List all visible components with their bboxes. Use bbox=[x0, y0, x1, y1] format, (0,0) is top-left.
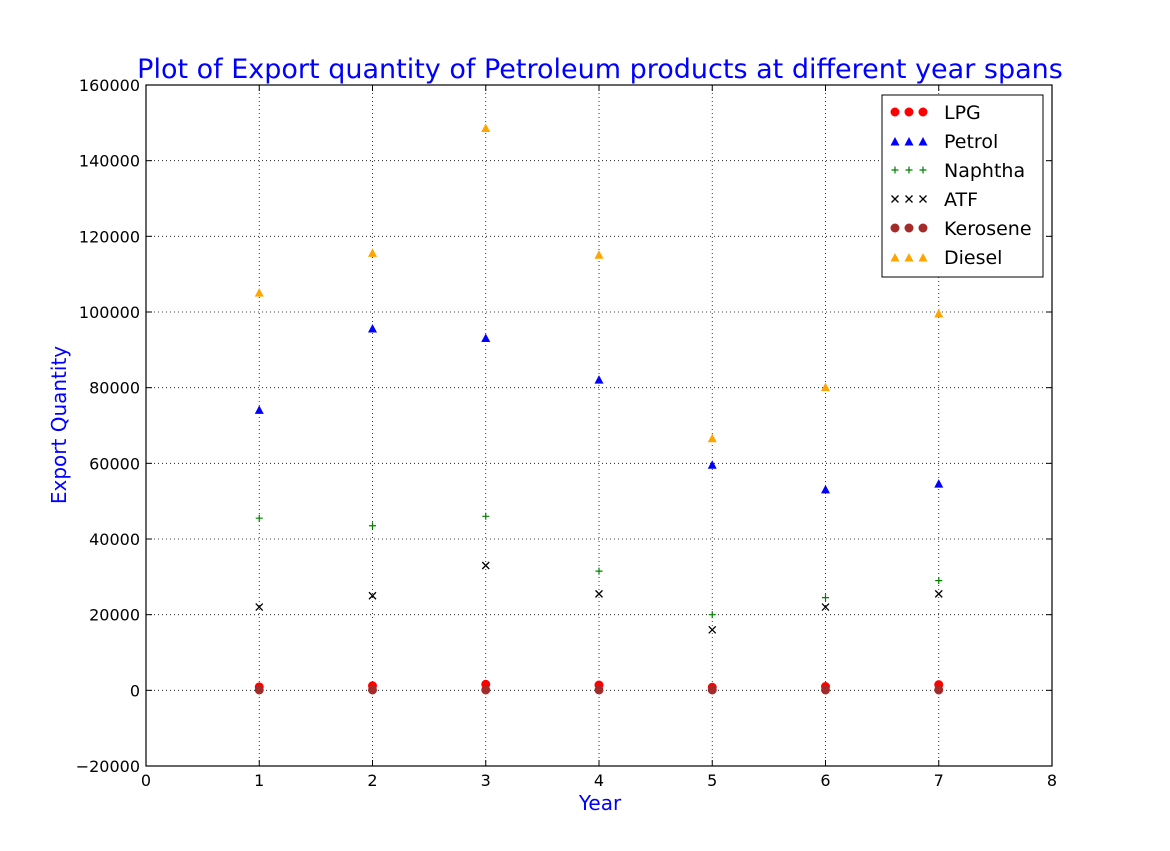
kerosene-point bbox=[707, 685, 717, 695]
legend-label-petrol: Petrol bbox=[944, 131, 998, 153]
legend: LPG Petrol Naphtha ATF Kerosene Diesel bbox=[881, 94, 1044, 278]
y-tick-label: 160000 bbox=[79, 76, 140, 95]
legend-label-lpg: LPG bbox=[944, 102, 981, 124]
legend-marker-naphtha bbox=[905, 166, 913, 174]
x-tick-label: 4 bbox=[594, 771, 604, 790]
kerosene-point bbox=[934, 685, 944, 695]
y-tick-label: −20000 bbox=[76, 757, 140, 776]
atf-point bbox=[821, 603, 830, 612]
y-tick-label: 140000 bbox=[79, 152, 140, 171]
petrol-point bbox=[707, 460, 717, 469]
axis-ticks: 0 1 2 3 4 5 6 7 8−200000200004000060000800001000… bbox=[76, 76, 1057, 790]
petrol-point bbox=[821, 484, 830, 494]
legend-marker-atf bbox=[891, 195, 899, 203]
diesel-point bbox=[368, 248, 377, 257]
naphtha-point bbox=[935, 577, 943, 585]
y-tick-label: 120000 bbox=[79, 227, 140, 246]
kerosene-point bbox=[254, 685, 264, 695]
diesel-point bbox=[934, 308, 944, 318]
plot-area bbox=[254, 123, 944, 695]
legend-label-kerosene: Kerosene bbox=[944, 218, 1032, 240]
legend-label-atf: ATF bbox=[944, 189, 978, 211]
legend-marker-petrol bbox=[890, 137, 900, 146]
naphtha-point bbox=[822, 594, 829, 602]
petrol-point bbox=[594, 375, 604, 384]
atf-point bbox=[595, 589, 603, 598]
y-tick-label: 60000 bbox=[89, 454, 140, 473]
legend-marker-atf bbox=[905, 195, 913, 203]
legend-marker-naphtha bbox=[891, 166, 899, 174]
naphtha-point bbox=[369, 522, 376, 530]
x-tick-label: 5 bbox=[707, 771, 717, 790]
legend-box bbox=[881, 94, 1044, 278]
y-tick-label: 40000 bbox=[89, 530, 140, 549]
y-tick-label: 20000 bbox=[89, 606, 140, 625]
legend-label-diesel: Diesel bbox=[944, 247, 1002, 269]
naphtha-point bbox=[482, 512, 490, 520]
petrol-point bbox=[254, 405, 264, 414]
kerosene-point bbox=[481, 685, 491, 695]
legend-marker-kerosene bbox=[918, 223, 928, 233]
x-tick-label: 1 bbox=[254, 771, 264, 790]
naphtha-point bbox=[255, 514, 263, 522]
petrol-point bbox=[481, 333, 491, 342]
petrol-point bbox=[934, 479, 944, 488]
legend-marker-diesel bbox=[890, 253, 900, 262]
legend-marker-diesel bbox=[918, 253, 928, 262]
y-tick-label: 100000 bbox=[79, 303, 140, 322]
legend-marker-kerosene bbox=[904, 223, 914, 233]
x-tick-label: 7 bbox=[934, 771, 944, 790]
x-tick-label: 2 bbox=[367, 771, 377, 790]
petrol-point bbox=[368, 324, 377, 333]
diesel-point bbox=[707, 433, 717, 443]
legend-marker-petrol bbox=[904, 137, 914, 146]
x-tick-label: 3 bbox=[481, 771, 491, 790]
kerosene-point bbox=[368, 685, 377, 695]
legend-marker-diesel bbox=[904, 253, 914, 262]
diesel-point bbox=[821, 382, 830, 392]
atf-point bbox=[934, 589, 943, 598]
chart-title: Plot of Export quantity of Petroleum pro… bbox=[137, 54, 1063, 85]
atf-point bbox=[481, 561, 490, 570]
x-axis-label: Year bbox=[578, 791, 622, 815]
y-tick-label: 0 bbox=[130, 681, 140, 700]
legend-marker-lpg bbox=[918, 107, 928, 117]
x-tick-label: 6 bbox=[820, 771, 830, 790]
x-tick-label: 0 bbox=[141, 771, 151, 790]
atf-point bbox=[708, 625, 717, 634]
y-axis-label: Export Quantity bbox=[47, 346, 71, 504]
legend-marker-lpg bbox=[904, 107, 914, 117]
y-tick-label: 80000 bbox=[89, 379, 140, 398]
diesel-point bbox=[594, 250, 604, 259]
legend-marker-petrol bbox=[918, 137, 928, 146]
kerosene-point bbox=[821, 685, 830, 695]
legend-label-naphtha: Naphtha bbox=[944, 160, 1025, 182]
kerosene-point bbox=[594, 685, 604, 695]
diesel-point bbox=[254, 288, 264, 297]
atf-point bbox=[255, 603, 264, 612]
legend-marker-atf bbox=[919, 195, 927, 203]
x-tick-label: 8 bbox=[1047, 771, 1057, 790]
naphtha-point bbox=[595, 567, 603, 575]
legend-marker-naphtha bbox=[919, 166, 927, 174]
naphtha-point bbox=[708, 611, 716, 619]
atf-point bbox=[368, 591, 377, 600]
diesel-point bbox=[481, 123, 491, 133]
legend-marker-kerosene bbox=[890, 223, 900, 233]
legend-marker-lpg bbox=[890, 107, 900, 117]
